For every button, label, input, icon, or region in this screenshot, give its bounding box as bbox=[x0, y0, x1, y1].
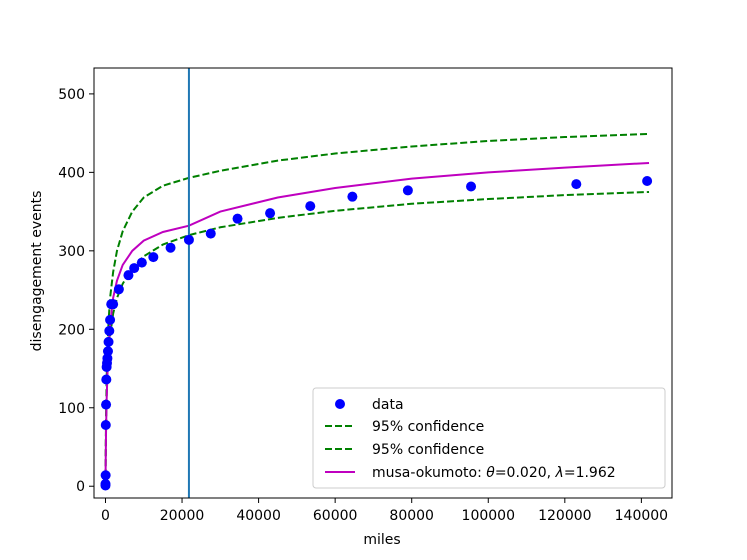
y-tick-label: 500 bbox=[58, 87, 85, 103]
data-point bbox=[105, 314, 116, 325]
legend-lambda-value: =1.962 bbox=[564, 465, 616, 481]
data-point bbox=[102, 346, 113, 357]
data-point bbox=[347, 191, 358, 202]
legend-label-confidence-upper: 95% confidence bbox=[372, 442, 484, 458]
y-tick-label: 100 bbox=[58, 401, 85, 417]
data-point bbox=[108, 299, 119, 310]
legend-label-model: musa-okumoto: θ=0.020, λ=1.962 bbox=[372, 465, 616, 481]
legend-label-confidence-lower: 95% confidence bbox=[372, 419, 484, 435]
data-point bbox=[101, 374, 112, 385]
data-point bbox=[232, 213, 243, 224]
data-point bbox=[123, 270, 134, 281]
x-tick-label: 60000 bbox=[313, 508, 358, 524]
data-point bbox=[129, 263, 140, 274]
legend-lambda-symbol: λ bbox=[555, 465, 564, 481]
x-tick-label: 20000 bbox=[160, 508, 205, 524]
y-tick-label: 400 bbox=[58, 165, 85, 181]
legend-data-marker bbox=[335, 399, 345, 409]
y-tick-label: 300 bbox=[58, 244, 85, 260]
data-point bbox=[113, 284, 124, 295]
data-point bbox=[571, 179, 582, 190]
data-point bbox=[136, 257, 147, 268]
axes-frame bbox=[93, 67, 673, 499]
data-point bbox=[100, 470, 111, 481]
data-point bbox=[402, 185, 413, 196]
data-point bbox=[104, 325, 115, 336]
data-point bbox=[265, 208, 276, 219]
data-point bbox=[103, 336, 114, 347]
x-tick-label: 0 bbox=[101, 508, 110, 524]
data-point bbox=[165, 242, 176, 253]
y-tick-label: 0 bbox=[76, 479, 85, 495]
data-point bbox=[305, 201, 316, 212]
data-point bbox=[100, 420, 111, 431]
legend-model-prefix: musa-okumoto: bbox=[372, 465, 486, 481]
data-point bbox=[101, 399, 112, 410]
series-line-3 bbox=[104, 161, 650, 487]
data-point bbox=[100, 478, 111, 489]
x-tick-label: 140000 bbox=[615, 508, 668, 524]
x-axis-label: miles bbox=[363, 532, 400, 548]
data-point bbox=[183, 234, 194, 245]
data-point bbox=[642, 175, 653, 186]
x-tick-label: 120000 bbox=[538, 508, 591, 524]
data-point bbox=[466, 181, 477, 192]
x-tick-label: 100000 bbox=[462, 508, 515, 524]
legend: data 95% confidence 95% confidence musa-… bbox=[312, 387, 666, 489]
legend-theta-value: =0.020, bbox=[495, 465, 556, 481]
legend-theta-symbol: θ bbox=[486, 465, 495, 481]
legend-frame bbox=[312, 387, 666, 489]
y-tick-label: 200 bbox=[58, 322, 85, 338]
y-axis-label: disengagement events bbox=[29, 191, 45, 352]
x-tick-label: 40000 bbox=[236, 508, 281, 524]
series-line-2 bbox=[104, 132, 650, 487]
legend-label-data: data bbox=[372, 397, 404, 413]
plot-area: 0 20000 40000 60000 80000 100000 120000 140000 0… bbox=[58, 67, 673, 524]
data-point bbox=[148, 252, 159, 263]
data-point bbox=[205, 228, 216, 239]
x-tick-label: 80000 bbox=[389, 508, 434, 524]
